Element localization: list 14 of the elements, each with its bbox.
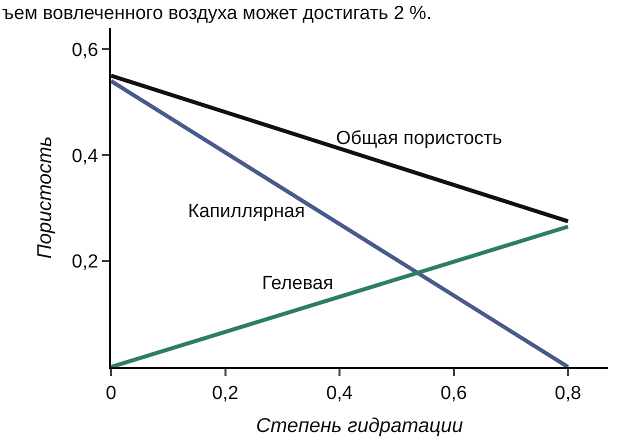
- x-tick-label: 0,2: [212, 382, 238, 404]
- series-label: Гелевая: [262, 273, 334, 294]
- x-tick-label: 0,8: [554, 382, 582, 404]
- x-axis-title: Степень гидратации: [256, 414, 463, 437]
- text: ъем вовлеченного воздуха может достигать 2 %.: [2, 3, 432, 24]
- x-tick-label: 0,4: [326, 382, 354, 404]
- x-tick-label: 0: [106, 382, 116, 404]
- x-tick-label: 0,6: [440, 382, 467, 404]
- y-axis-title: Пористость: [34, 136, 56, 259]
- y-tick-label: 0,4: [72, 146, 99, 167]
- series-label: Капиллярная: [188, 201, 305, 222]
- series-label: Общая пористость: [336, 128, 502, 149]
- y-tick-label: 0,2: [72, 252, 98, 273]
- y-tick-label: 0,6: [72, 40, 98, 61]
